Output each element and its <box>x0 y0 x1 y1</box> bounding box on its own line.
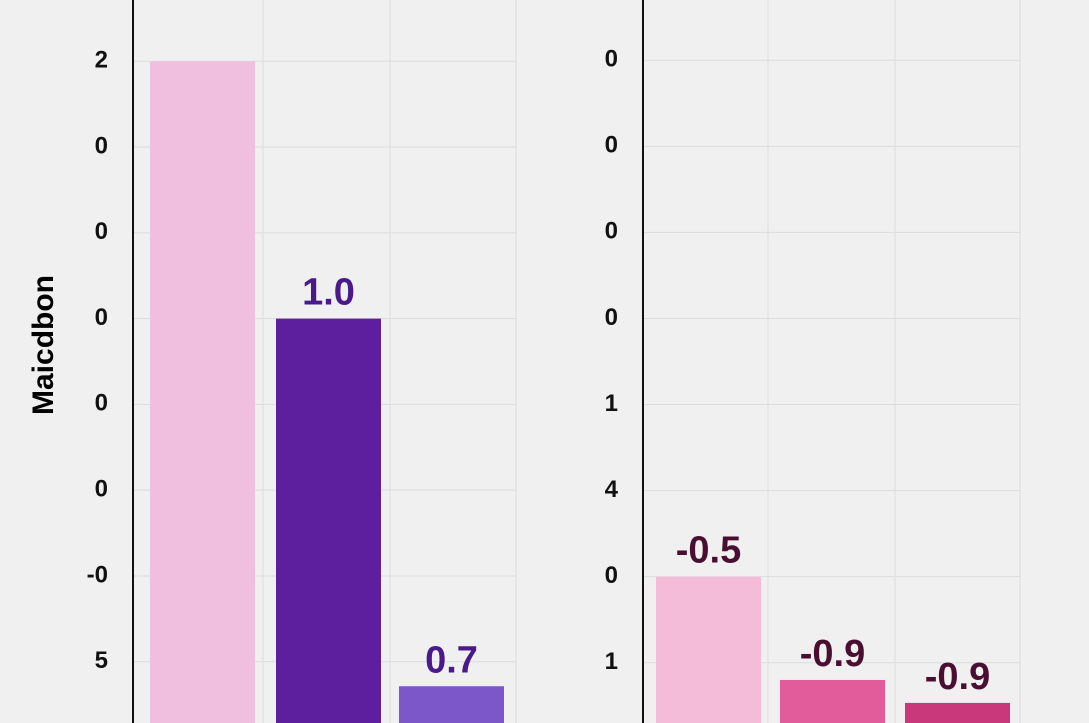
y-tick-label: 0 <box>605 46 618 73</box>
y-tick-label: 5 <box>95 647 108 674</box>
bar <box>276 318 381 723</box>
y-tick-label: 2 <box>95 47 108 74</box>
y-axis-label: Maicdbon <box>27 275 60 415</box>
data-label: 1.0 <box>302 272 355 314</box>
y-tick-label: 0 <box>95 390 108 417</box>
bar <box>656 576 761 723</box>
bar <box>150 61 255 723</box>
y-tick-label: 0 <box>95 476 108 503</box>
y-tick-label: -0 <box>87 561 108 588</box>
y-tick-label: 0 <box>95 132 108 159</box>
y-tick-label: 0 <box>95 218 108 245</box>
data-label: 0.7 <box>425 639 478 681</box>
y-tick-label: 0 <box>605 562 618 589</box>
bar <box>399 686 504 723</box>
y-tick-label: 0 <box>605 218 618 245</box>
bar <box>905 702 1010 723</box>
data-label: -0.9 <box>800 633 865 675</box>
data-label: -0.9 <box>925 656 990 698</box>
y-tick-label: 0 <box>605 304 618 331</box>
bar <box>780 679 885 723</box>
y-tick-label: 1 <box>605 648 618 675</box>
data-label: -0.5 <box>676 530 741 572</box>
y-tick-label: 0 <box>95 304 108 331</box>
y-tick-label: 1 <box>605 390 618 417</box>
y-tick-label: 4 <box>605 476 619 503</box>
y-tick-label: 0 <box>605 132 618 159</box>
